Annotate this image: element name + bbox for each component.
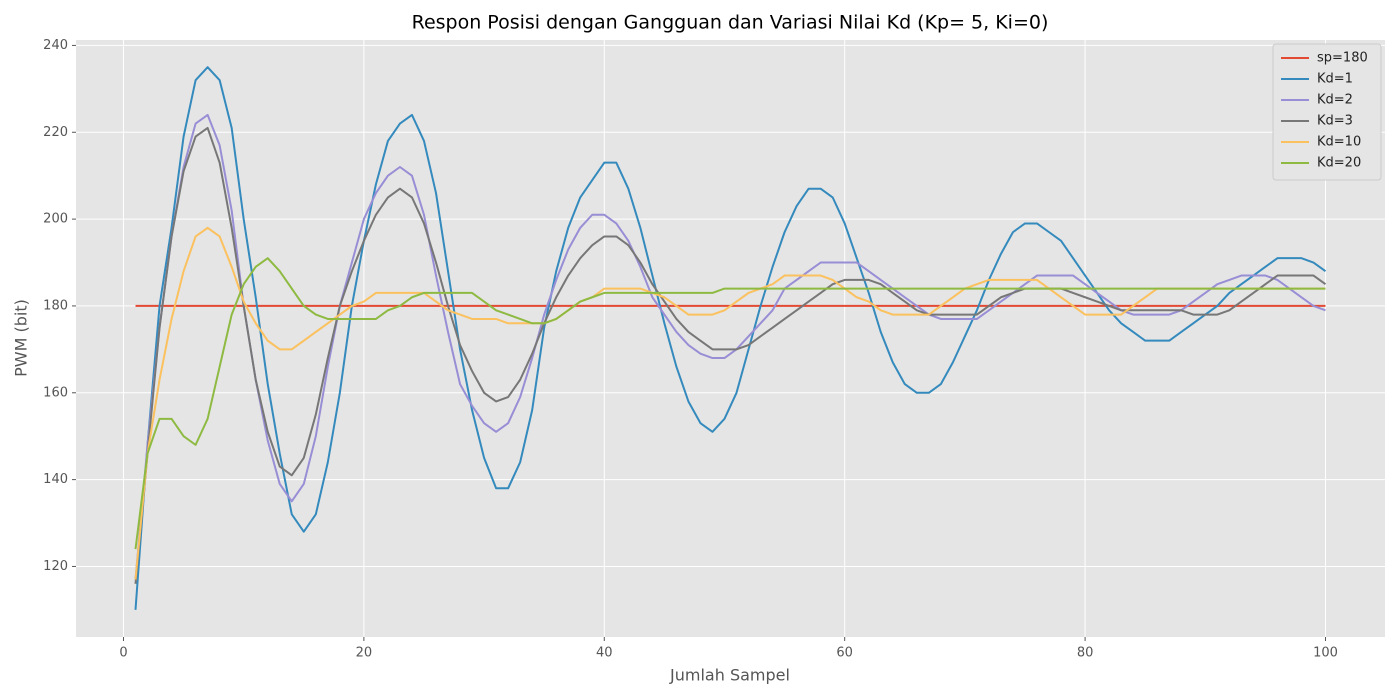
legend-label: Kd=3 bbox=[1317, 114, 1353, 129]
legend: sp=180 Kd=1 Kd=2 Kd=3 Kd=10 Kd=20 bbox=[1272, 43, 1382, 181]
legend-label: Kd=1 bbox=[1317, 72, 1353, 87]
y-axis-label: PWM (bit) bbox=[12, 299, 31, 377]
x-tick-label: 60 bbox=[836, 646, 853, 661]
y-tick-label: 120 bbox=[43, 559, 68, 574]
grid: 0 20 40 60 80 100 120 140 160 180 200 220 240 bbox=[43, 38, 1385, 661]
chart-title: Respon Posisi dengan Gangguan dan Varias… bbox=[412, 12, 1049, 34]
x-tick-label: 0 bbox=[119, 646, 127, 661]
legend-label: sp=180 bbox=[1317, 51, 1368, 66]
y-tick-label: 240 bbox=[43, 38, 68, 53]
lines bbox=[134, 66, 1327, 610]
y-tick-label: 140 bbox=[43, 472, 68, 487]
legend-label: Kd=10 bbox=[1317, 135, 1361, 150]
series-line bbox=[134, 66, 1327, 610]
series-line bbox=[134, 257, 1326, 550]
x-tick-label: 80 bbox=[1077, 646, 1094, 661]
x-tick-label: 100 bbox=[1313, 646, 1338, 661]
x-tick-label: 20 bbox=[356, 646, 373, 661]
legend-label: Kd=2 bbox=[1317, 93, 1353, 108]
x-axis-label: Jumlah Sampel bbox=[669, 666, 790, 685]
y-tick-label: 160 bbox=[43, 385, 68, 400]
x-tick-label: 40 bbox=[596, 646, 613, 661]
plot-area bbox=[76, 40, 1385, 637]
y-tick-label: 220 bbox=[43, 125, 68, 140]
y-tick-label: 180 bbox=[43, 298, 68, 313]
legend-label: Kd=20 bbox=[1317, 156, 1361, 171]
y-tick-label: 200 bbox=[43, 212, 68, 227]
